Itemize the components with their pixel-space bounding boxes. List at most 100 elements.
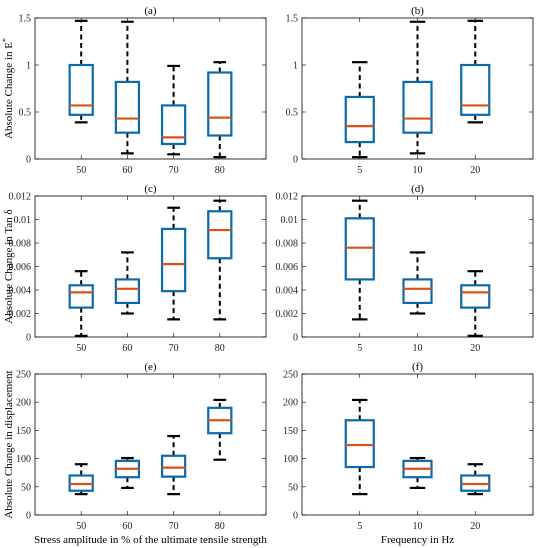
x-tick-label: 5 (357, 165, 362, 176)
iqr-box (160, 104, 187, 146)
y-tick-label: 50 (21, 482, 31, 493)
y-tick-label: 0.012 (9, 192, 32, 203)
y-tick-label: 0.012 (276, 192, 299, 203)
y-tick-label: 0 (26, 511, 31, 522)
iqr-box (207, 210, 233, 260)
iqr-box (68, 284, 94, 309)
box-60 (114, 20, 141, 155)
x-axis-label: Stress amplitude in % of the ultimate te… (34, 534, 267, 546)
y-tick-label: 200 (283, 398, 298, 409)
x-tick-label: 60 (122, 343, 132, 354)
iqr-box (114, 80, 141, 134)
x-axis-label: Frequency in Hz (381, 534, 454, 546)
iqr-box (344, 95, 375, 144)
y-tick-label: 0 (293, 511, 298, 522)
x-tick-label: 10 (413, 521, 423, 532)
y-tick-label: 200 (16, 398, 31, 409)
panel-title: (c) (144, 183, 157, 195)
y-tick-label: 1.5 (19, 14, 32, 25)
box-10 (402, 456, 433, 490)
panel-title: (b) (411, 5, 424, 17)
box-60 (114, 456, 141, 490)
panel-e: (e) 0 50 100 150 200 250 50 60 70 80 Absolute Chang… (3, 361, 267, 546)
y-tick-label: 1 (293, 61, 298, 72)
y-tick-label: 100 (283, 454, 298, 465)
box-5 (344, 199, 375, 321)
x-tick-label: 20 (470, 165, 480, 176)
box-50 (68, 463, 94, 496)
iqr-box (160, 454, 187, 478)
box-50 (68, 270, 94, 337)
iqr-box (402, 278, 433, 305)
iqr-box (160, 227, 187, 293)
y-tick-label: 0.5 (286, 108, 299, 119)
iqr-box (114, 278, 141, 305)
iqr-box (207, 71, 233, 137)
box-20 (460, 270, 491, 337)
x-tick-label: 80 (215, 343, 225, 354)
box-70 (160, 206, 187, 321)
panel-title: (f) (412, 361, 423, 373)
y-tick-label: 0.002 (276, 309, 299, 320)
panel-b: (b) 0 0.5 1 1.5 5 10 20 (286, 5, 534, 176)
panel-f: (f) 0 50 100 150 200 250 5 10 20 Frequency in Hz (283, 361, 534, 546)
iqr-box (68, 63, 94, 116)
y-axis-label: Absolute Change in Tan δ (3, 209, 15, 323)
box-80 (207, 398, 233, 461)
y-axis-label: Absolute Change in E* (1, 38, 16, 139)
y-tick-label: 250 (283, 370, 298, 381)
y-tick-label: 0.006 (276, 262, 299, 273)
x-tick-label: 70 (169, 165, 179, 176)
x-tick-label: 50 (76, 343, 86, 354)
panel-d: (d) 0 0.002 0.004 0.006 0.008 0.01 0.012 5 10 20 (276, 183, 534, 354)
x-tick-label: 60 (122, 521, 132, 532)
iqr-box (460, 63, 491, 116)
x-tick-label: 10 (413, 343, 423, 354)
x-tick-label: 80 (215, 521, 225, 532)
iqr-box (344, 419, 375, 469)
x-tick-label: 80 (215, 165, 225, 176)
y-tick-label: 0.008 (9, 239, 32, 250)
x-tick-label: 60 (122, 165, 132, 176)
panel-a: (a) 0 0.5 1 1.5 50 60 70 80 Absolute Change in E* (1, 5, 267, 176)
y-tick-label: 0 (293, 155, 298, 166)
y-tick-label: 100 (16, 454, 31, 465)
y-tick-label: 150 (283, 426, 298, 437)
box-60 (114, 251, 141, 315)
axes-frame (301, 17, 534, 160)
iqr-box (344, 217, 375, 281)
box-80 (207, 61, 233, 159)
axes-frame (34, 373, 267, 516)
box-50 (68, 19, 94, 124)
y-tick-label: 0.01 (281, 215, 299, 226)
panel-title: (d) (411, 183, 424, 195)
box-20 (460, 463, 491, 496)
y-tick-label: 0.5 (19, 108, 32, 119)
y-tick-label: 150 (16, 426, 31, 437)
box-70 (160, 64, 187, 156)
y-tick-label: 0.002 (9, 309, 32, 320)
y-tick-label: 0 (293, 333, 298, 344)
axes-frame (301, 373, 534, 516)
axes-frame (34, 195, 267, 338)
panel-title: (a) (144, 5, 157, 17)
y-tick-label: 0.004 (276, 286, 299, 297)
panel-c: (c) 0 0.002 0.004 0.006 0.008 0.01 0.012 50 60 70 8… (3, 183, 267, 354)
axes-frame (301, 195, 534, 338)
x-tick-label: 70 (169, 521, 179, 532)
y-tick-label: 0.004 (9, 286, 32, 297)
x-tick-label: 20 (470, 343, 480, 354)
y-tick-label: 250 (16, 370, 31, 381)
y-tick-label: 1.5 (286, 14, 299, 25)
box-10 (402, 251, 433, 315)
iqr-box (460, 284, 491, 309)
y-axis-label: Absolute Change in displacement (3, 370, 15, 518)
y-tick-label: 50 (288, 482, 298, 493)
box-80 (207, 199, 233, 321)
x-tick-label: 50 (76, 521, 86, 532)
x-tick-label: 5 (357, 521, 362, 532)
y-tick-label: 0 (26, 333, 31, 344)
y-tick-label: 0.008 (276, 239, 299, 250)
x-tick-label: 10 (413, 165, 423, 176)
